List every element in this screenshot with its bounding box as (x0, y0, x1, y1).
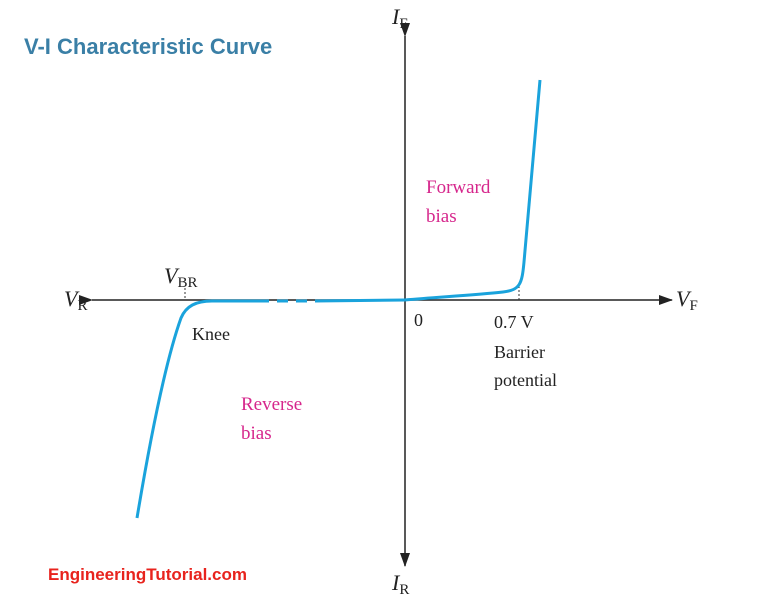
breakdown-voltage-symbol: V (164, 263, 180, 288)
barrier-potential-label-line1: Barrier (494, 342, 545, 362)
y-positive-symbol: I (391, 4, 401, 29)
reverse-breakdown-curve (135, 299, 258, 519)
y-negative-subscript: R (399, 582, 409, 598)
reverse-bias-label-line2: bias (241, 423, 272, 444)
y-axis-negative-label: IR (391, 570, 409, 598)
forward-bias-label-line1: Forward (426, 177, 491, 198)
site-credit: EngineeringTutorial.com (48, 565, 247, 584)
forward-bias-label-line2: bias (426, 206, 457, 227)
x-negative-symbol: V (64, 286, 80, 311)
page-title: V-I Characteristic Curve (24, 34, 273, 59)
x-axis-negative-label: VR (64, 286, 87, 314)
origin-label: 0 (414, 310, 423, 330)
y-negative-symbol: I (391, 570, 401, 595)
reverse-bias-label-line1: Reverse (241, 394, 302, 415)
forward-bias-curve (404, 79, 542, 302)
y-positive-subscript: F (399, 16, 407, 32)
breakdown-voltage-subscript: BR (177, 275, 197, 291)
knee-label: Knee (192, 324, 230, 344)
reverse-leakage-solid-segment (314, 298, 406, 303)
barrier-potential-label-line2: potential (494, 370, 557, 390)
x-positive-subscript: F (689, 298, 697, 314)
x-positive-symbol: V (676, 286, 692, 311)
x-negative-subscript: R (77, 298, 87, 314)
x-axis-positive-label: VF (676, 286, 698, 314)
threshold-voltage-label: 0.7 V (494, 312, 534, 332)
breakdown-voltage-label: VBR (164, 263, 197, 291)
y-axis-positive-label: IF (391, 4, 408, 32)
